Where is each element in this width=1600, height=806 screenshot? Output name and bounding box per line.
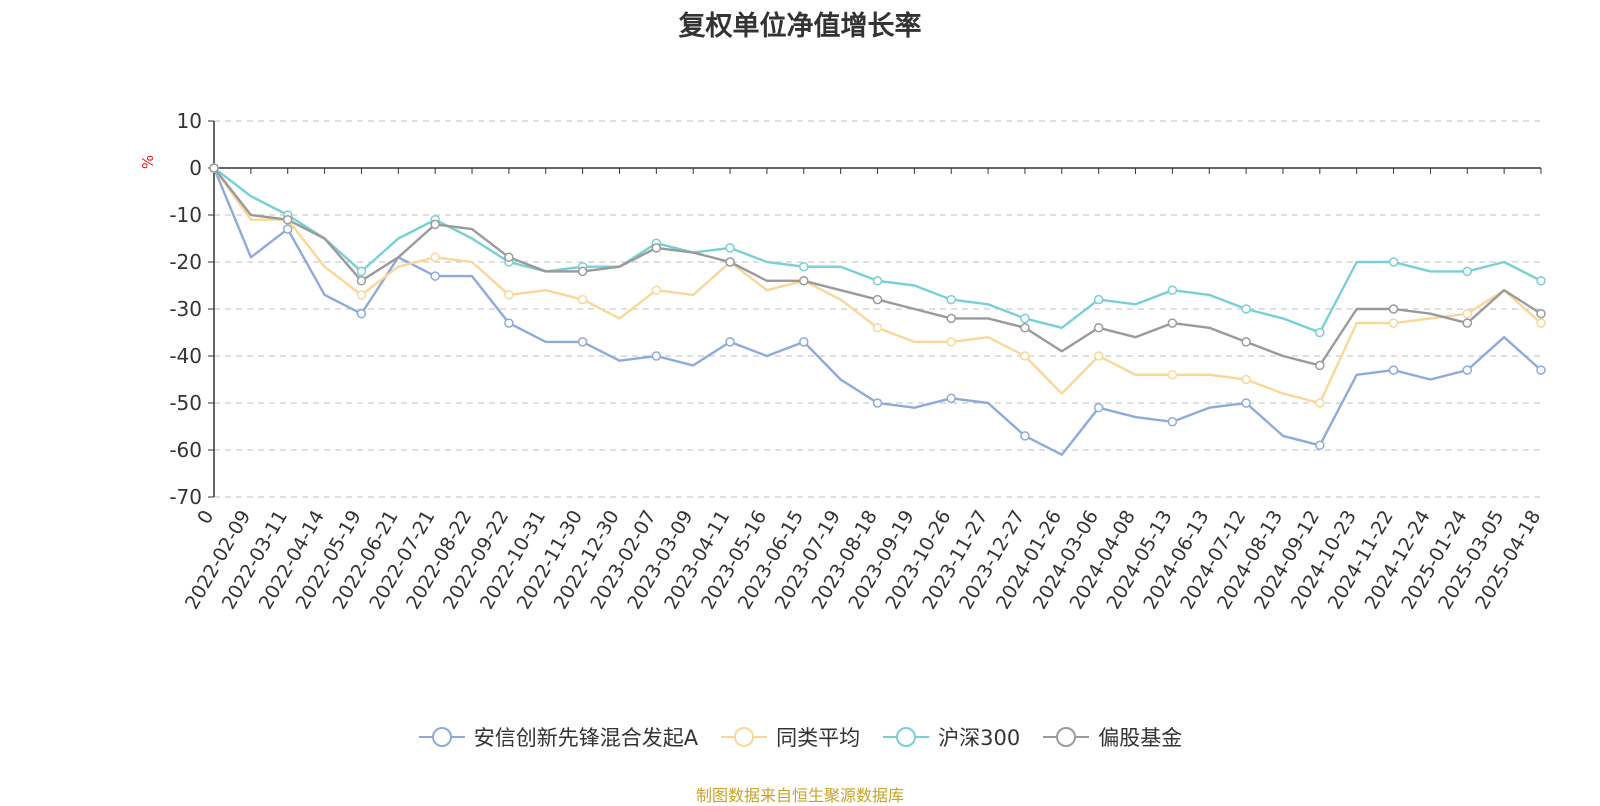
series-line-fund (212, 167, 1542, 456)
data-point-fund (1093, 402, 1104, 413)
legend-label-peer-average: 同类平均 (776, 726, 861, 750)
data-point-equity-funds (356, 276, 367, 286)
data-point-fund (1315, 440, 1325, 451)
data-point-equity-funds (209, 163, 219, 173)
legend-label-csi300: 沪深300 (938, 726, 1021, 750)
legend-item-csi300[interactable]: 沪深300 (882, 722, 1020, 752)
line-chart: 100-10-20-30-40-50-60-7002022-02-092022-… (139, 109, 1546, 613)
data-point-fund (1388, 365, 1399, 375)
data-point-fund (1020, 431, 1030, 441)
data-point-csi300 (1093, 294, 1104, 305)
y-tick-label: -20 (169, 250, 202, 274)
data-point-peer-average (430, 252, 440, 263)
data-point-fund (946, 393, 956, 404)
data-point-csi300 (1536, 276, 1546, 286)
data-point-fund (1536, 365, 1546, 375)
y-tick-label: 10 (177, 109, 202, 133)
grid-lines (214, 120, 1541, 498)
data-point-fund (1167, 417, 1178, 427)
x-tick-label: 0 (193, 507, 218, 528)
data-point-csi300 (1462, 266, 1473, 277)
data-point-equity-funds (1020, 323, 1030, 333)
data-point-equity-funds (872, 294, 883, 305)
data-point-peer-average (872, 323, 883, 333)
data-point-equity-funds (1388, 304, 1399, 314)
data-point-peer-average (1093, 351, 1104, 361)
series-line-csi300 (213, 167, 1542, 334)
legend-label-equity-funds: 偏股基金 (1098, 726, 1183, 750)
data-point-csi300 (1315, 327, 1325, 338)
data-point-peer-average (946, 337, 956, 347)
data-point-peer-average (1241, 374, 1251, 385)
data-point-peer-average (1315, 398, 1325, 408)
data-point-fund (577, 337, 588, 347)
y-tick-label: -70 (169, 485, 202, 509)
y-tick-label: -60 (169, 438, 202, 462)
data-source-note: 制图数据来自恒生聚源数据库 (695, 786, 904, 805)
data-point-equity-funds (946, 313, 956, 324)
data-point-peer-average (651, 285, 662, 295)
data-point-fund (725, 337, 735, 347)
y-axis-unit: % (139, 155, 157, 169)
legend-swatch-equity-funds (1043, 727, 1090, 747)
data-point-csi300 (799, 261, 809, 272)
data-point-csi300 (1241, 304, 1251, 314)
series-lines (212, 167, 1542, 456)
data-point-equity-funds (1462, 318, 1473, 328)
data-point-equity-funds (1536, 308, 1546, 319)
y-tick-label: -30 (169, 297, 202, 321)
data-point-peer-average (577, 294, 588, 305)
y-tick-label: -50 (169, 391, 202, 415)
data-point-csi300 (946, 294, 956, 305)
data-point-peer-average (356, 290, 367, 300)
data-point-fund (1241, 398, 1251, 408)
series-line-equity-funds (213, 167, 1542, 367)
data-point-fund (651, 351, 662, 361)
legend: 安信创新先锋混合发起A 同类平均 沪深300 偏股基金 (0, 722, 1600, 752)
series-markers (209, 163, 1546, 451)
data-point-csi300 (1388, 257, 1399, 267)
data-point-fund (872, 398, 883, 408)
legend-item-fund[interactable]: 安信创新先锋混合发起A (418, 722, 698, 752)
data-point-fund (356, 308, 367, 319)
data-point-equity-funds (1241, 337, 1251, 347)
data-point-equity-funds (1315, 360, 1325, 371)
data-point-fund (799, 337, 809, 347)
data-point-peer-average (1020, 351, 1030, 361)
data-point-csi300 (1020, 313, 1030, 324)
legend-item-equity-funds[interactable]: 偏股基金 (1042, 722, 1182, 752)
data-point-peer-average (1388, 318, 1399, 328)
data-point-peer-average (504, 290, 514, 300)
data-point-equity-funds (577, 266, 588, 277)
chart-title: 复权单位净值增长率 (678, 11, 922, 42)
data-point-equity-funds (430, 219, 440, 230)
data-point-peer-average (1167, 370, 1178, 380)
data-point-fund (430, 271, 440, 281)
data-point-equity-funds (1167, 318, 1178, 328)
data-point-csi300 (872, 276, 883, 286)
legend-item-peer-average[interactable]: 同类平均 (720, 722, 860, 752)
data-point-csi300 (356, 266, 367, 277)
data-point-fund (504, 318, 514, 328)
y-tick-label: -40 (169, 344, 202, 368)
data-point-peer-average (1536, 318, 1546, 328)
y-tick-label: -10 (169, 203, 202, 227)
legend-swatch-fund (418, 727, 465, 747)
data-point-equity-funds (282, 214, 293, 225)
y-tick-label: 0 (189, 156, 202, 180)
data-point-equity-funds (799, 276, 809, 286)
data-point-equity-funds (651, 243, 662, 253)
data-point-equity-funds (1093, 323, 1104, 333)
data-point-peer-average (1462, 308, 1473, 319)
data-point-equity-funds (504, 252, 514, 263)
data-point-csi300 (1167, 285, 1178, 295)
data-point-fund (1462, 365, 1473, 375)
data-point-fund (282, 224, 293, 234)
legend-swatch-csi300 (883, 727, 930, 747)
data-point-csi300 (725, 243, 735, 253)
data-point-equity-funds (725, 257, 735, 267)
legend-swatch-peer-average (721, 727, 768, 747)
legend-label-fund: 安信创新先锋混合发起A (473, 726, 699, 750)
